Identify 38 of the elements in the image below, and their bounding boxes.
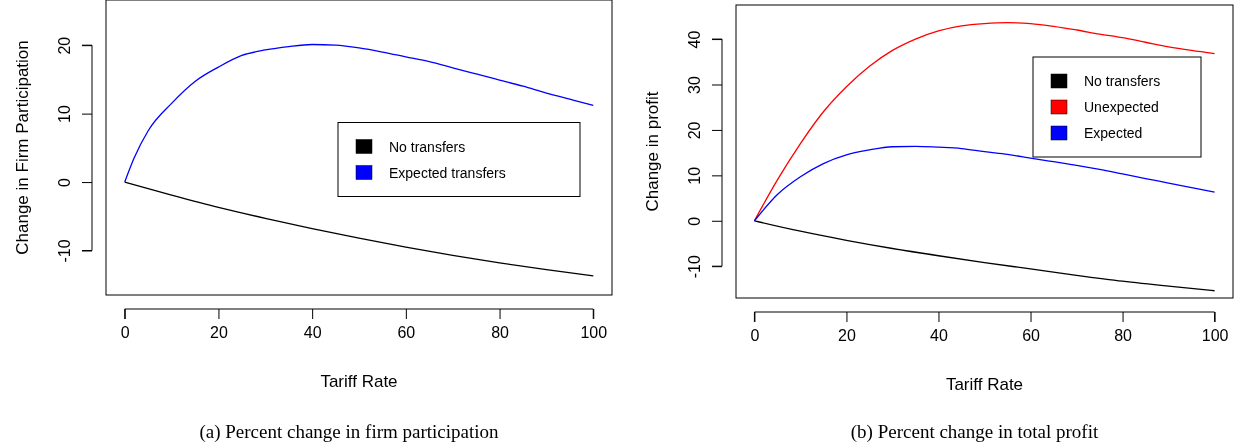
y-tick-label: -10 [56, 239, 73, 263]
x-tick-label: 20 [838, 327, 856, 345]
text: (a) Percent change in firm participation [199, 421, 500, 443]
x-tick-label: 60 [1022, 327, 1041, 345]
x-tick-label: 20 [210, 324, 228, 342]
y-tick-label: 40 [686, 30, 703, 49]
y-tick-label: 20 [686, 121, 703, 140]
y-tick-label: 30 [686, 76, 703, 94]
legend-label: Expected transfers [389, 164, 506, 181]
y-tick-label: 0 [686, 216, 703, 226]
x-axis-title: Tariff Rate [320, 372, 398, 391]
x-tick-label: 80 [1114, 327, 1133, 345]
x-tick-label: 0 [750, 327, 760, 345]
line-series [124, 181, 594, 277]
y-tick-label: 10 [56, 105, 73, 124]
y-tick-label: -10 [686, 255, 703, 279]
x-tick-label: 40 [303, 324, 322, 342]
line-series [753, 220, 1216, 292]
x-axis-title: Tariff Rate [945, 375, 1024, 394]
y-tick-label: 0 [56, 178, 73, 188]
line-series [753, 145, 1216, 222]
text: (b) Percent change in total profit [850, 421, 1099, 443]
line-series [753, 22, 1216, 222]
x-tick-label: 0 [120, 324, 130, 342]
legend-label: Expected [1084, 125, 1143, 141]
y-axis-title: Change in Firm Participation [13, 40, 32, 255]
y-axis-title: Change in profit [643, 91, 662, 212]
line-series [124, 43, 594, 183]
y-tick-label: 10 [686, 166, 703, 185]
x-tick-label: 100 [580, 324, 608, 342]
x-tick-label: 40 [930, 327, 948, 345]
x-tick-label: 80 [491, 324, 510, 342]
legend-label: No transfers [1084, 73, 1161, 89]
x-tick-label: 60 [397, 324, 416, 342]
legend-label: No transfers [389, 138, 466, 155]
y-tick-label: 20 [56, 36, 73, 55]
legend-label: Unexpected [1084, 99, 1159, 115]
x-tick-label: 100 [1201, 327, 1229, 345]
